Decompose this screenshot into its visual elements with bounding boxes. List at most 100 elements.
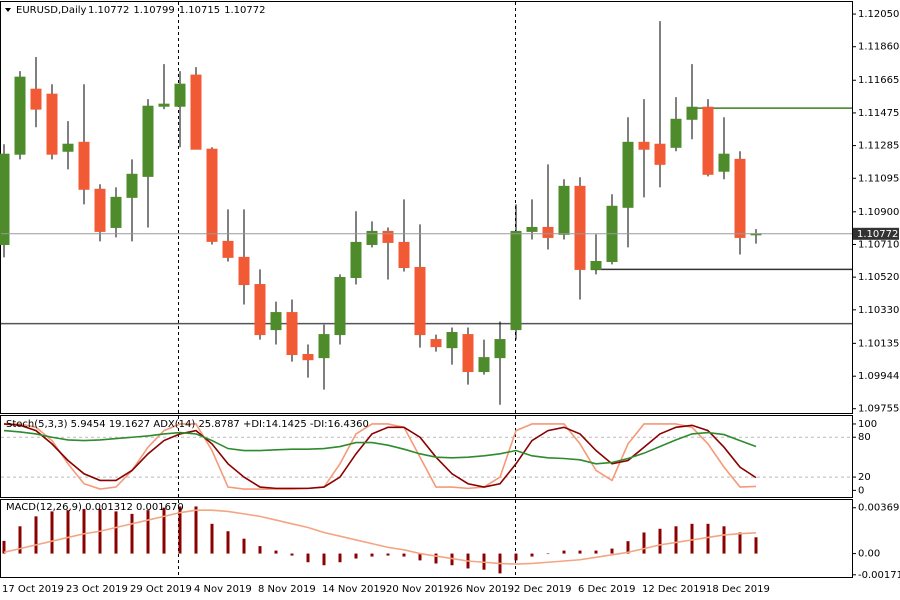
candle-body <box>318 334 330 359</box>
x-tick-label: 2 Dec 2019 <box>514 584 572 595</box>
histogram-bar <box>754 537 758 554</box>
candle-body <box>654 143 666 165</box>
histogram-bar <box>178 506 182 554</box>
histogram-bar <box>386 553 390 556</box>
histogram-bar <box>2 540 6 554</box>
macd-panel-frame <box>0 499 853 578</box>
histogram-bar <box>578 550 582 554</box>
candle-body <box>414 267 426 336</box>
ohlc-label: 1.10772 1.10799 1.10715 1.10772 <box>88 5 265 16</box>
y-tick-label: 0.00 <box>858 549 880 560</box>
histogram-bar <box>66 510 70 554</box>
candle-body <box>734 158 746 238</box>
histogram-bar <box>434 553 438 564</box>
histogram-bar <box>610 548 614 554</box>
candle-body <box>62 143 74 152</box>
histogram-bar <box>114 511 118 554</box>
histogram-bar <box>450 553 454 566</box>
stoch-header: Stoch(5,3,3) 5.9454 19.1627 ADX(14) 25.8… <box>6 419 369 430</box>
candle-body <box>110 196 122 228</box>
histogram-bar <box>338 553 342 563</box>
histogram-bar <box>514 553 518 561</box>
candle-body <box>702 106 714 175</box>
histogram-bar <box>130 513 134 554</box>
y-tick-label: 1.10520 <box>858 272 899 283</box>
histogram-bar <box>258 546 262 554</box>
stoch-panel-frame <box>0 415 853 498</box>
histogram-bar <box>674 526 678 554</box>
y-tick-label: 1.11475 <box>858 108 899 119</box>
symbol-label: EURUSD,Daily <box>16 5 87 16</box>
candle-body <box>30 88 42 110</box>
histogram-bar <box>82 508 86 554</box>
indicator-line <box>3 429 757 465</box>
y-tick-label: 1.09944 <box>858 371 899 382</box>
candle-body <box>558 185 570 235</box>
candle-body <box>382 230 394 243</box>
price-box <box>853 227 899 240</box>
y-tick-label: 1.10135 <box>858 338 899 349</box>
candle-body <box>254 284 266 336</box>
histogram-bar <box>546 553 550 555</box>
candle-body <box>78 141 90 190</box>
histogram-bar <box>322 553 326 566</box>
header-arrow <box>5 8 11 12</box>
candle-body <box>510 230 522 331</box>
y-tick-label: 1.11095 <box>858 173 899 184</box>
candle-body <box>222 240 234 258</box>
histogram-bar <box>738 532 742 554</box>
ohlc-value: 1.10799 <box>133 5 174 16</box>
candle-body <box>542 226 554 238</box>
candle-body <box>270 312 282 331</box>
histogram-bar <box>594 550 598 554</box>
y-tick-label: -0.001712 <box>858 570 900 581</box>
candle-body <box>430 339 442 348</box>
macd-header: MACD(12,26,9) 0.001312 0.001670 <box>6 502 184 513</box>
candle-body <box>238 256 250 286</box>
histogram-bar <box>642 532 646 554</box>
ohlc-value: 1.10772 <box>88 5 129 16</box>
candle-body <box>190 74 202 150</box>
x-tick-label: 26 Nov 2019 <box>450 584 514 595</box>
histogram-bar <box>194 506 198 554</box>
y-tick-label: 0 <box>858 485 864 496</box>
price-box-label: 1.10772 <box>857 229 898 240</box>
candle-body <box>206 148 218 242</box>
candle-body <box>494 339 506 359</box>
candle-body <box>334 276 346 336</box>
candle-body <box>526 226 538 232</box>
histogram-bar <box>402 553 406 557</box>
ohlc-value: 1.10772 <box>224 5 265 16</box>
histogram-bar <box>706 523 710 554</box>
candle-body <box>478 357 490 373</box>
y-tick-label: 0.003695 <box>858 503 900 514</box>
x-tick-label: 4 Nov 2019 <box>194 584 252 595</box>
histogram-bar <box>242 538 246 554</box>
x-tick-label: 23 Oct 2019 <box>66 584 128 595</box>
histogram-bar <box>210 523 214 554</box>
candle-body <box>446 332 458 349</box>
candle-body <box>590 260 602 270</box>
histogram-bar <box>162 507 166 554</box>
histogram-bar <box>18 526 22 554</box>
histogram-bar <box>530 553 534 557</box>
ohlc-value: 1.10715 <box>179 5 220 16</box>
candle-body <box>174 83 186 107</box>
candle-body <box>46 93 58 155</box>
candle-body <box>574 185 586 270</box>
plot-layer: 1.12050 1.11860 1.11665 1.11475 1.11285 1.110… <box>0 9 900 595</box>
histogram-bar <box>690 523 694 554</box>
histogram-bar <box>658 528 662 554</box>
histogram-bar <box>722 526 726 554</box>
y-tick-label: 1.10710 <box>858 239 899 250</box>
candle-body <box>462 334 474 373</box>
x-tick-label: 18 Dec 2019 <box>706 584 770 595</box>
candle-body <box>302 354 314 361</box>
y-tick-label: 1.10330 <box>858 305 899 316</box>
candle-body <box>670 118 682 148</box>
histogram-bar <box>274 550 278 554</box>
signal-line <box>3 509 757 565</box>
x-tick-label: 29 Oct 2019 <box>130 584 192 595</box>
candle-body <box>94 188 106 232</box>
indicator-line <box>4 423 757 490</box>
